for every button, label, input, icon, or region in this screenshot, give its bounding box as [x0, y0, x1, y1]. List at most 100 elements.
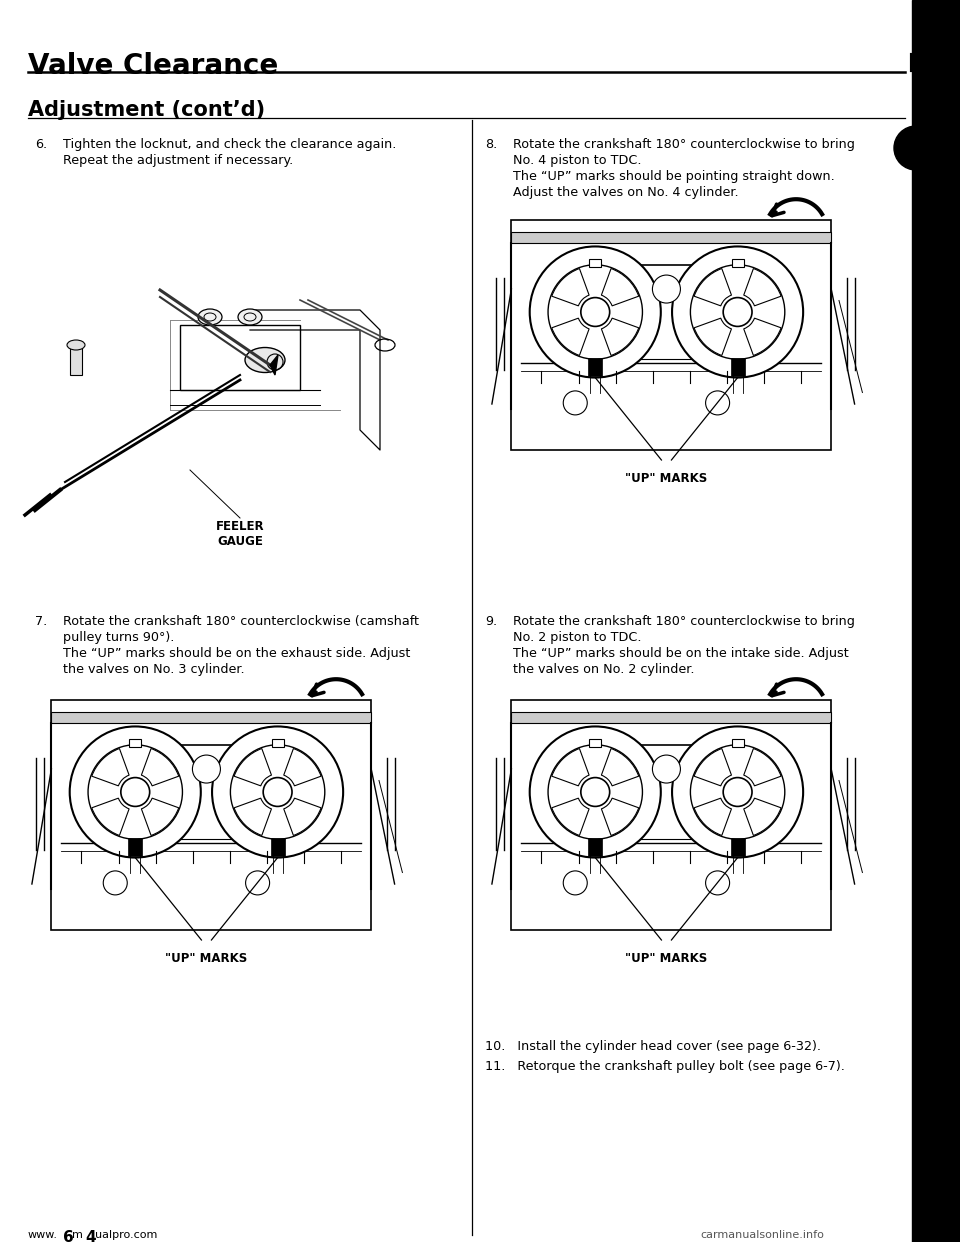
Text: 10.   Install the cylinder head cover (see page 6-32).: 10. Install the cylinder head cover (see… [485, 1040, 821, 1053]
Text: 4: 4 [85, 1230, 96, 1242]
Circle shape [192, 755, 221, 782]
Text: Repeat the adjustment if necessary.: Repeat the adjustment if necessary. [63, 154, 293, 166]
Text: The “UP” marks should be on the exhaust side. Adjust: The “UP” marks should be on the exhaust … [63, 647, 410, 660]
Wedge shape [552, 799, 589, 836]
Text: Rotate the crankshaft 180° counterclockwise (camshaft: Rotate the crankshaft 180° counterclockw… [63, 615, 419, 628]
Text: 9.: 9. [485, 615, 497, 628]
Text: No. 2 piston to TDC.: No. 2 piston to TDC. [513, 631, 641, 645]
Text: The “UP” marks should be pointing straight down.: The “UP” marks should be pointing straig… [513, 170, 835, 183]
Wedge shape [744, 799, 781, 836]
Wedge shape [601, 268, 638, 306]
Text: V: V [919, 58, 936, 78]
Text: Valve Clearance: Valve Clearance [28, 52, 278, 79]
Circle shape [70, 727, 201, 857]
Text: Rotate the crankshaft 180° counterclockwise to bring: Rotate the crankshaft 180° counterclockw… [513, 138, 854, 152]
Wedge shape [744, 749, 781, 786]
Circle shape [121, 777, 150, 806]
Wedge shape [92, 799, 129, 836]
Circle shape [653, 274, 681, 303]
Bar [52, 700, 372, 930]
Text: 8.: 8. [485, 138, 497, 152]
Bar [588, 358, 602, 375]
Text: 6.: 6. [35, 138, 47, 152]
Text: m: m [72, 1230, 83, 1240]
Text: "UP" MARKS: "UP" MARKS [165, 953, 248, 965]
Wedge shape [601, 799, 638, 836]
Polygon shape [270, 355, 278, 375]
Ellipse shape [245, 348, 285, 373]
Circle shape [88, 745, 182, 840]
Wedge shape [141, 749, 179, 786]
Text: "UP" MARKS: "UP" MARKS [625, 472, 708, 484]
Text: No. 4 piston to TDC.: No. 4 piston to TDC. [513, 154, 641, 166]
Ellipse shape [67, 340, 85, 350]
Bar [130, 739, 141, 746]
Circle shape [672, 246, 804, 378]
Wedge shape [694, 749, 732, 786]
Wedge shape [552, 749, 589, 786]
Text: Tighten the locknut, and check the clearance again.: Tighten the locknut, and check the clear… [63, 138, 396, 152]
Bar [129, 837, 142, 856]
Wedge shape [601, 318, 638, 355]
Circle shape [723, 777, 752, 806]
Text: 7.: 7. [35, 615, 47, 628]
Bar [732, 258, 744, 267]
Ellipse shape [198, 309, 222, 325]
Wedge shape [284, 749, 321, 786]
Bar [512, 220, 831, 450]
Text: pulley turns 90°).: pulley turns 90°). [63, 631, 175, 645]
Bar [271, 837, 284, 856]
Text: 11.   Retorque the crankshaft pulley bolt (see page 6-7).: 11. Retorque the crankshaft pulley bolt … [485, 1059, 845, 1073]
Ellipse shape [238, 309, 262, 325]
Wedge shape [744, 318, 781, 355]
Wedge shape [552, 318, 589, 355]
Wedge shape [694, 268, 732, 306]
Bar [912, 0, 960, 1242]
Wedge shape [694, 318, 732, 355]
Bar [588, 837, 602, 856]
Bar [512, 231, 831, 243]
Circle shape [212, 727, 343, 857]
Circle shape [581, 777, 610, 806]
Bar [512, 712, 831, 723]
Bar [589, 739, 601, 746]
Bar [512, 700, 831, 930]
Text: Adjustment (cont’d): Adjustment (cont’d) [28, 101, 265, 120]
Wedge shape [694, 799, 732, 836]
Text: FEELER
GAUGE: FEELER GAUGE [216, 520, 264, 548]
Text: Adjust the valves on No. 4 cylinder.: Adjust the valves on No. 4 cylinder. [513, 186, 738, 199]
Circle shape [530, 727, 660, 857]
Wedge shape [141, 799, 179, 836]
Circle shape [894, 125, 938, 170]
Circle shape [706, 871, 730, 895]
Bar [272, 739, 283, 746]
Bar [180, 325, 300, 390]
Circle shape [690, 745, 784, 840]
Text: the valves on No. 3 cylinder.: the valves on No. 3 cylinder. [63, 663, 245, 676]
Circle shape [263, 777, 292, 806]
Wedge shape [92, 749, 129, 786]
Circle shape [230, 745, 324, 840]
Text: carmanualsonline.info: carmanualsonline.info [700, 1230, 824, 1240]
Circle shape [548, 745, 642, 840]
Circle shape [548, 265, 642, 359]
Text: the valves on No. 2 cylinder.: the valves on No. 2 cylinder. [513, 663, 694, 676]
Circle shape [653, 755, 681, 782]
Bar [70, 347, 82, 375]
Bar [731, 837, 745, 856]
Text: 6: 6 [63, 1230, 74, 1242]
Text: ualpro.com: ualpro.com [95, 1230, 157, 1240]
Circle shape [723, 298, 752, 327]
Circle shape [530, 246, 660, 378]
Wedge shape [552, 268, 589, 306]
Circle shape [706, 391, 730, 415]
Circle shape [690, 265, 784, 359]
Bar [731, 358, 745, 375]
Bar [52, 712, 372, 723]
Bar [732, 739, 744, 746]
Text: The “UP” marks should be on the intake side. Adjust: The “UP” marks should be on the intake s… [513, 647, 849, 660]
Text: Rotate the crankshaft 180° counterclockwise to bring: Rotate the crankshaft 180° counterclockw… [513, 615, 854, 628]
Circle shape [564, 391, 588, 415]
Wedge shape [234, 799, 272, 836]
Wedge shape [234, 749, 272, 786]
